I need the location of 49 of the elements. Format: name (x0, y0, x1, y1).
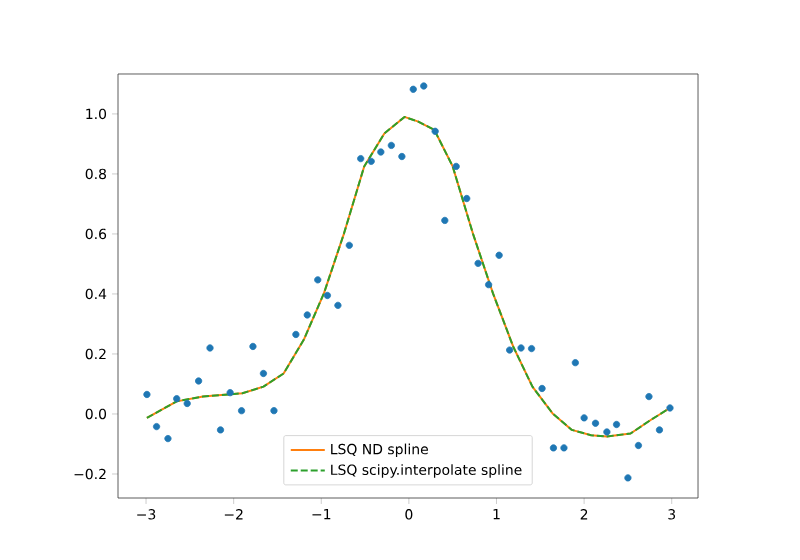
point (206, 344, 214, 352)
point (538, 384, 546, 393)
point (441, 216, 449, 225)
point (398, 152, 406, 161)
point (345, 241, 353, 249)
point (303, 311, 311, 319)
point (666, 404, 674, 412)
point (237, 407, 246, 415)
point (612, 420, 621, 429)
point (571, 359, 579, 367)
point (549, 444, 558, 452)
point (420, 82, 428, 90)
point (377, 148, 385, 156)
point (645, 392, 653, 401)
point (517, 344, 525, 352)
point (152, 422, 161, 431)
point (270, 407, 278, 415)
point (357, 155, 365, 163)
point (580, 414, 588, 422)
point (506, 346, 514, 354)
point (249, 342, 257, 351)
point (173, 395, 181, 403)
point (334, 301, 342, 309)
point (634, 441, 643, 450)
point (591, 419, 600, 427)
point (452, 162, 460, 170)
point (409, 85, 417, 93)
point (463, 194, 471, 203)
point (527, 344, 536, 353)
point (164, 435, 172, 443)
point (655, 426, 664, 434)
point (183, 399, 191, 408)
point (226, 389, 234, 397)
point (216, 426, 225, 434)
point (143, 390, 151, 399)
point (431, 127, 439, 135)
point (474, 259, 482, 267)
point (292, 330, 300, 339)
point (485, 281, 493, 289)
point (603, 428, 611, 436)
point (624, 474, 632, 482)
point (387, 141, 395, 149)
point (495, 251, 503, 259)
point (560, 444, 568, 452)
point (259, 369, 268, 378)
point (367, 157, 375, 165)
point (323, 291, 331, 300)
point (314, 276, 322, 284)
point (195, 377, 203, 385)
